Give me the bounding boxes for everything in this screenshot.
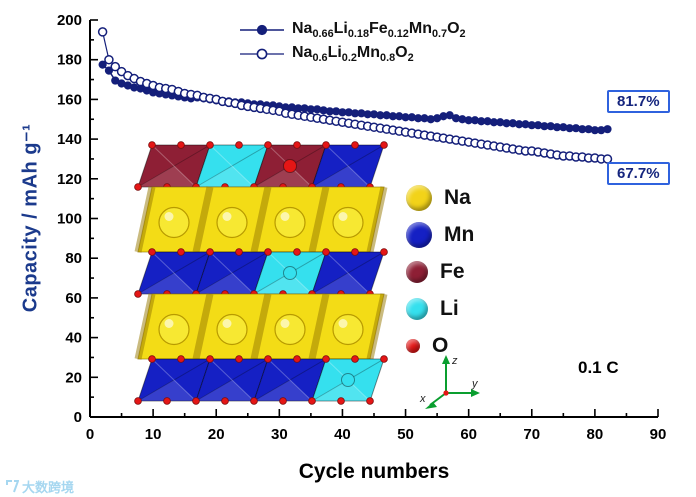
tick-label: 40 [65, 330, 82, 347]
legend-label-filled: Na0.66Li0.18Fe0.12Mn0.7O2 [292, 20, 466, 41]
axes: 0 20 40 60 80 100 120 140 160 180 200 0 10 20 30 40 50 60… [57, 12, 666, 443]
c-rate-annotation: 0.1 C [578, 358, 619, 377]
tick-label: 0 [74, 409, 82, 426]
svg-text:z: z [451, 355, 458, 367]
tick-label: 80 [65, 250, 82, 267]
tick-label: 0 [86, 426, 94, 443]
tick-label: 20 [208, 426, 225, 443]
retention-badge-filled: 81.7% [607, 90, 670, 113]
y-axis-label: Capacity / mAh g⁻¹ [19, 123, 42, 313]
legend-entry-filled: Na0.66Li0.18Fe0.12Mn0.7O2 [238, 20, 466, 40]
atom-legend-label: Li [440, 297, 459, 320]
mn-atom-icon [406, 222, 432, 248]
tick-label: 10 [145, 426, 162, 443]
atom-legend-item-mn: Mn [406, 221, 474, 249]
filled-circle-marker-icon [240, 24, 284, 36]
tick-label: 120 [57, 171, 82, 188]
li-atom-icon [406, 298, 428, 320]
tick-label: 140 [57, 131, 82, 148]
data-point [104, 54, 114, 65]
atom-legend-item-na: Na [406, 184, 474, 212]
atom-legend-item-fe: Fe [406, 258, 474, 286]
x-axis-label: Cycle numbers [298, 460, 450, 483]
o-atom-icon [406, 339, 420, 353]
tick-label: 20 [65, 369, 82, 386]
watermark-text: 大数跨境 [22, 480, 75, 495]
data-point [603, 125, 612, 134]
na-atom-icon [406, 185, 432, 211]
atom-legend: Na Mn Fe Li O [406, 184, 474, 360]
retention-badge-open: 67.7% [607, 162, 670, 185]
tick-label: 50 [397, 426, 414, 443]
tick-label: 70 [523, 426, 540, 443]
data-point [110, 61, 120, 72]
data-point [104, 66, 114, 75]
atom-legend-label: O [432, 334, 449, 357]
data-point [97, 27, 108, 37]
tick-label: 90 [650, 426, 667, 443]
series-open [97, 27, 613, 164]
atom-legend-label: Na [444, 186, 471, 209]
svg-text:x: x [419, 393, 426, 405]
open-circle-marker-icon [240, 48, 284, 60]
watermark: 大数跨境 [6, 477, 74, 496]
atom-legend-label: Fe [440, 260, 465, 283]
watermark-logo-icon [6, 480, 19, 493]
fe-atom-icon [406, 261, 428, 283]
tick-label: 40 [334, 426, 351, 443]
atom-legend-item-li: Li [406, 295, 474, 323]
data-point [98, 60, 107, 69]
tick-label: 200 [57, 12, 82, 29]
legend-entry-open: Na0.6Li0.2Mn0.8O2 [238, 44, 466, 64]
tick-label: 100 [57, 211, 82, 228]
plot-legend: Na0.66Li0.18Fe0.12Mn0.7O2 Na0.6Li0.2Mn0.… [238, 20, 466, 64]
svg-text:y: y [471, 378, 479, 390]
crystal-structure-inset [134, 141, 388, 405]
atom-legend-label: Mn [444, 223, 475, 246]
tick-label: 60 [65, 290, 82, 307]
tick-label: 80 [587, 426, 604, 443]
tick-label: 180 [57, 52, 82, 69]
atom-legend-item-o: O [406, 332, 474, 360]
legend-label-open: Na0.6Li0.2Mn0.8O2 [292, 44, 414, 65]
tick-label: 30 [271, 426, 288, 443]
tick-label: 60 [460, 426, 477, 443]
tick-label: 160 [57, 91, 82, 108]
coordinate-axes-icon: z y x [419, 355, 480, 409]
